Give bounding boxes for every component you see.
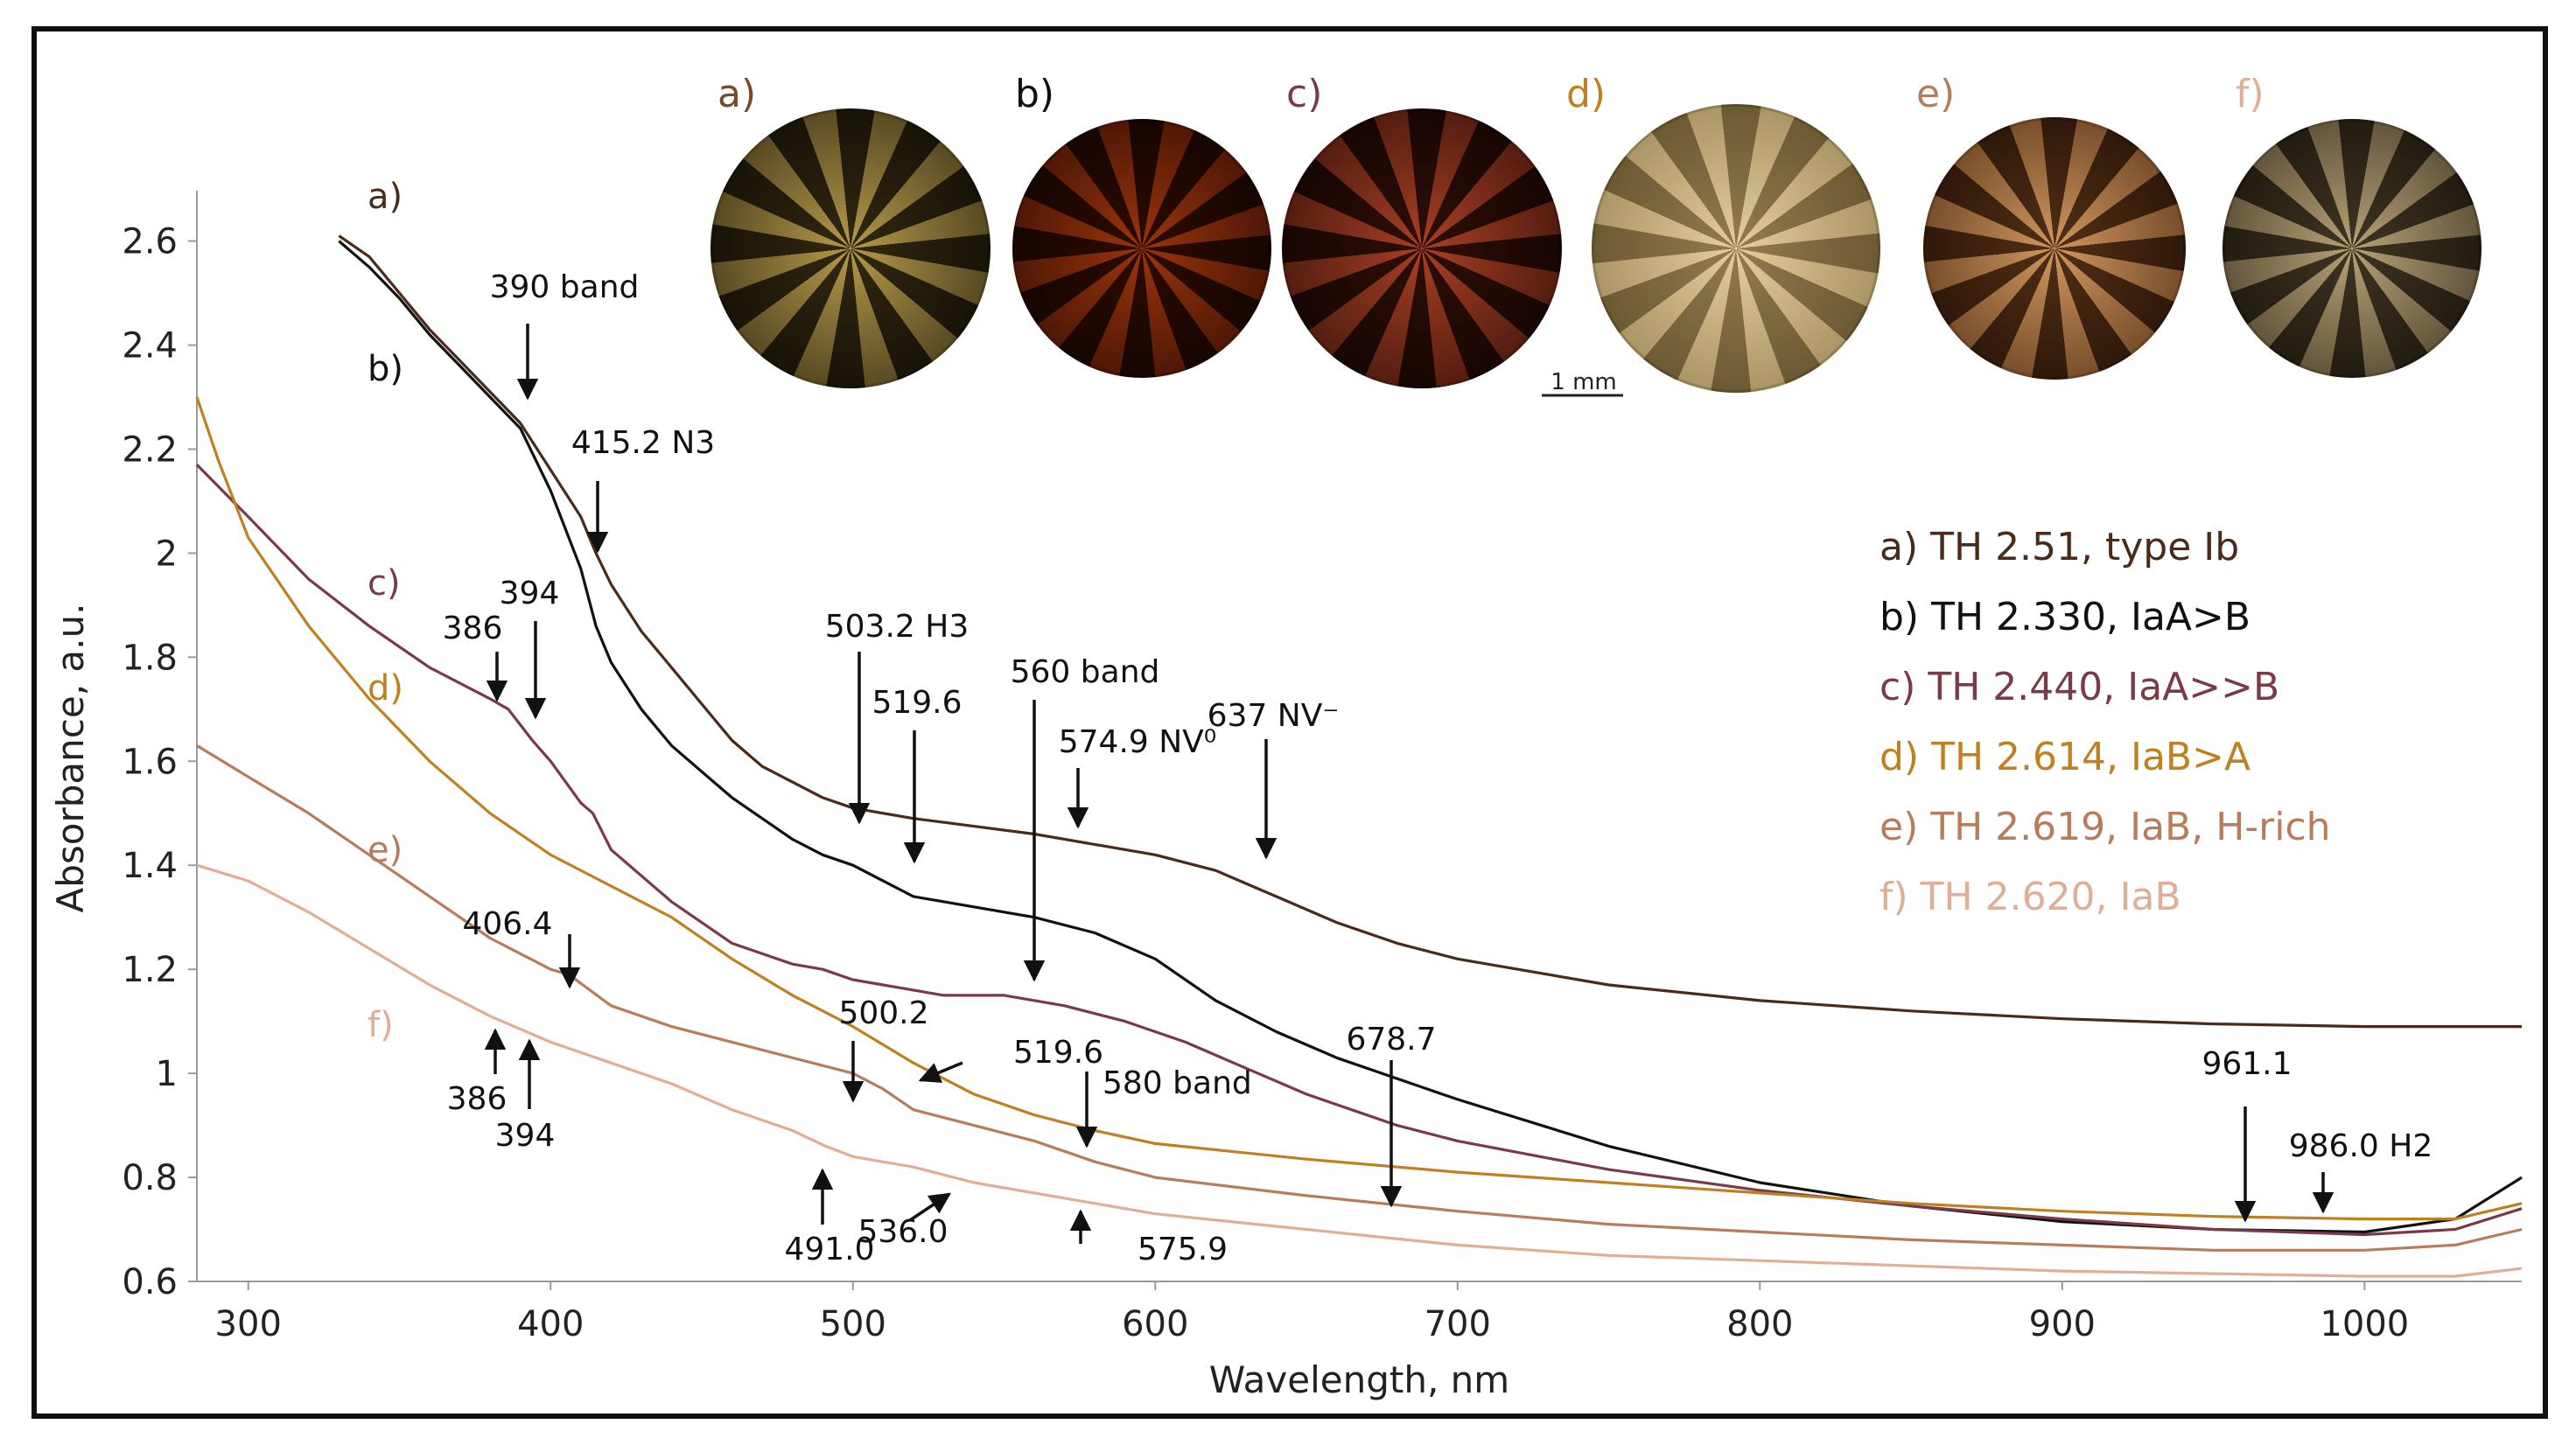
photo-label-e: e)	[1916, 72, 1955, 116]
series-line-d	[195, 396, 2523, 1221]
diamond-photo-e	[1923, 117, 2186, 380]
series-label-d: d)	[368, 668, 403, 709]
y-tick-label: 1.4	[122, 846, 178, 886]
legend-entry-b: b) TH 2.330, IaA>B	[1880, 595, 2250, 639]
annotation-label: 637 NV⁻	[1208, 698, 1340, 734]
photo-label-a: a)	[718, 72, 756, 116]
scale-bar-label: 1 mm	[1550, 369, 1616, 395]
annotation-label: 574.9 NV⁰	[1059, 724, 1217, 760]
diamond-photo-f	[2222, 119, 2482, 378]
series-line-e	[196, 744, 2523, 1252]
annotation-label: 500.2	[838, 995, 928, 1031]
annotation-label: 503.2 H3	[825, 609, 969, 645]
series-line-a	[338, 234, 2522, 1029]
annotation-label: 678.7	[1346, 1022, 1436, 1058]
y-tick-label: 2.2	[122, 429, 178, 470]
series-label-c: c)	[368, 563, 401, 604]
annotation-label: 961.1	[2202, 1046, 2292, 1082]
series-label-b: b)	[368, 349, 403, 389]
y-tick-label: 2	[156, 534, 178, 574]
series-line-b	[338, 240, 2523, 1234]
diamond-photo-a	[710, 108, 990, 388]
legend-entry-a: a) TH 2.51, type Ib	[1880, 525, 2239, 569]
diamond-photo-b	[1012, 119, 1271, 378]
annotation-arrow	[918, 1061, 963, 1083]
annotation-label: 560 band	[1011, 654, 1160, 690]
x-tick-label: 500	[820, 1304, 886, 1344]
annotation-label: 394	[500, 576, 560, 611]
figure-frame	[32, 26, 2548, 1419]
photo-label-f: f)	[2236, 72, 2264, 116]
x-tick-label: 1000	[2320, 1304, 2409, 1344]
annotation-label: 519.6	[872, 685, 962, 721]
photo-label-c: c)	[1286, 72, 1322, 116]
y-tick-label: 2.6	[122, 222, 178, 262]
y-tick-label: 1	[156, 1054, 178, 1094]
x-tick-label: 800	[1726, 1304, 1793, 1344]
x-tick-label: 300	[215, 1304, 282, 1344]
annotation-label: 386	[447, 1081, 508, 1117]
diamond-photo-d	[1592, 104, 1880, 393]
annotation-label: 386	[443, 611, 503, 646]
y-tick-label: 1.2	[122, 950, 178, 990]
x-tick-label: 700	[1424, 1304, 1491, 1344]
series-label-f: f)	[368, 1005, 394, 1045]
y-tick-label: 2.4	[122, 326, 178, 366]
y-tick-label: 1.6	[122, 742, 178, 782]
annotation-label: 575.9	[1138, 1232, 1228, 1267]
annotation-label: 580 band	[1102, 1065, 1252, 1101]
legend-entry-e: e) TH 2.619, IaB, H-rich	[1880, 805, 2331, 849]
annotation-label: 536.0	[858, 1214, 948, 1250]
y-tick-label: 0.8	[122, 1158, 178, 1198]
diamond-photo-c	[1282, 108, 1562, 388]
annotation-label: 415.2 N3	[571, 425, 715, 461]
x-tick-label: 900	[2029, 1304, 2096, 1344]
annotation-arrow	[909, 1192, 952, 1222]
annotation-label: 406.4	[462, 906, 552, 942]
photo-label-b: b)	[1015, 72, 1054, 116]
legend-entry-f: f) TH 2.620, IaB	[1880, 875, 2181, 919]
y-axis-label: Absorbance, a.u.	[49, 604, 92, 913]
annotation-label: 390 band	[490, 269, 640, 305]
annotation-label: 394	[495, 1118, 556, 1154]
photo-label-d: d)	[1566, 72, 1606, 116]
x-axis-label: Wavelength, nm	[1209, 1358, 1509, 1401]
annotation-label: 519.6	[1013, 1035, 1103, 1071]
legend-entry-d: d) TH 2.614, IaB>A	[1880, 735, 2250, 779]
legend-entry-c: c) TH 2.440, IaA>>B	[1880, 665, 2279, 709]
series-label-a: a)	[368, 177, 402, 217]
y-tick-label: 0.6	[122, 1262, 178, 1302]
x-tick-label: 400	[517, 1304, 584, 1344]
annotation-label: 986.0 H2	[2289, 1128, 2432, 1164]
annotation-label: 491.0	[784, 1232, 874, 1267]
series-line-f	[196, 863, 2523, 1278]
series-label-e: e)	[368, 830, 402, 870]
y-tick-label: 1.8	[122, 638, 178, 678]
x-tick-label: 600	[1122, 1304, 1188, 1344]
